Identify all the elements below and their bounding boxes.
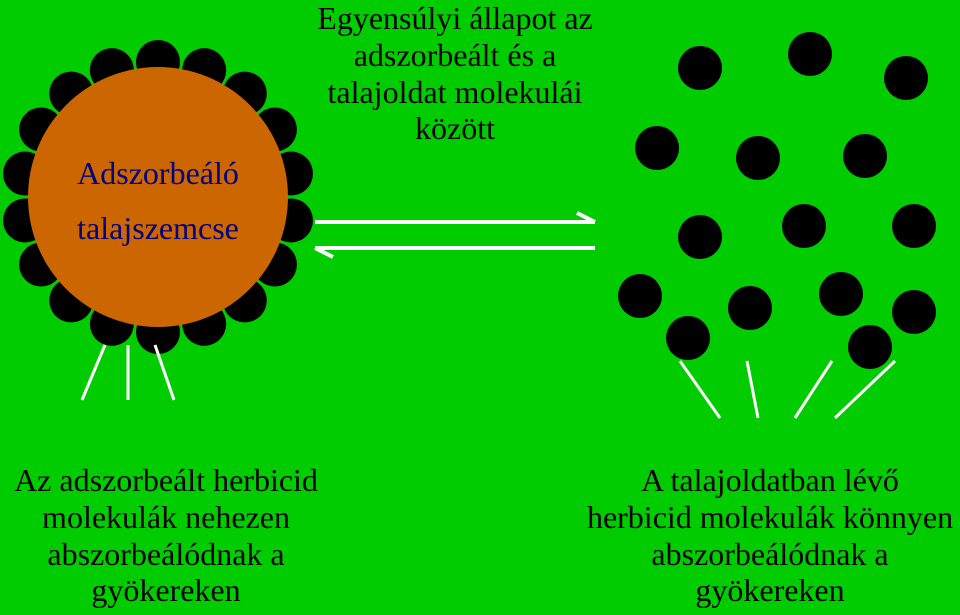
solution-molecule-icon (819, 272, 863, 316)
solution-molecule-icon (618, 274, 662, 318)
solution-molecule-icon (892, 290, 936, 334)
solution-molecule-icon (678, 46, 722, 90)
left-caption: Az adszorbeált herbicidmolekulák nehezen… (0, 462, 366, 609)
solution-molecule-icon (843, 134, 887, 178)
particle-label-2: talajszemcse (50, 210, 266, 247)
solution-molecule-icon (678, 215, 722, 259)
solution-molecule-icon (635, 126, 679, 170)
solution-molecule-icon (788, 32, 832, 76)
title-text: Egyensúlyi állapot azadszorbeált és atal… (300, 0, 610, 147)
solution-molecule-icon (782, 204, 826, 248)
particle-label-1: Adszorbeáló (50, 155, 266, 192)
solution-molecule-icon (728, 286, 772, 330)
right-caption: A talajoldatban lévőherbicid molekulák k… (560, 462, 960, 609)
solution-molecule-icon (884, 56, 928, 100)
solution-molecule-icon (848, 325, 892, 369)
solution-molecule-icon (666, 316, 710, 360)
solution-molecule-icon (892, 204, 936, 248)
soil-core-icon (28, 67, 288, 327)
solution-molecule-icon (736, 136, 780, 180)
